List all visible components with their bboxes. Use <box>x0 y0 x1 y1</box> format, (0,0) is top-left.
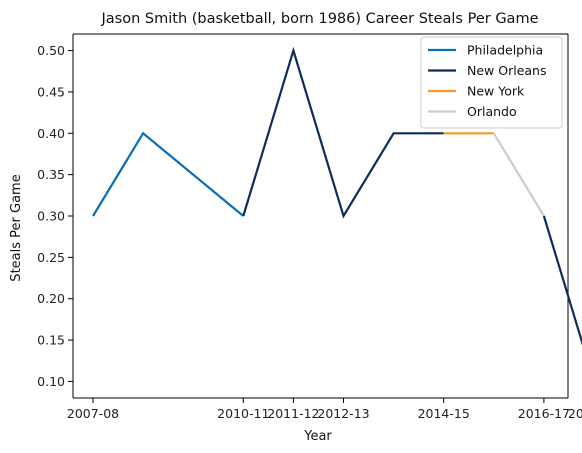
x-tick-label: 2017-18 <box>568 406 582 421</box>
y-tick-label: 0.20 <box>37 291 65 306</box>
legend: Philadelphia New Orleans New York Orlando <box>421 37 562 128</box>
y-tick-label: 0.45 <box>37 84 65 99</box>
chart-title: Jason Smith (basketball, born 1986) Care… <box>101 11 539 27</box>
x-tick-label: 2014-15 <box>418 406 470 421</box>
y-tick-label: 0.30 <box>37 209 65 224</box>
x-tick-label: 2016-17 <box>518 406 570 421</box>
x-tick-label: 2007-08 <box>67 406 119 421</box>
y-tick-label: 0.50 <box>37 43 65 58</box>
series-line <box>93 133 243 216</box>
y-tick-label: 0.35 <box>37 167 65 182</box>
series-line <box>544 216 582 382</box>
x-axis-label: Year <box>303 429 332 444</box>
y-tick-label: 0.15 <box>37 333 65 348</box>
x-tick-label: 2011-12 <box>267 406 319 421</box>
series-line <box>494 133 544 216</box>
y-tick-label: 0.10 <box>37 374 65 389</box>
legend-label: Philadelphia <box>467 43 543 58</box>
legend-label: Orlando <box>467 104 517 119</box>
x-tick-label: 2010-11 <box>217 406 269 421</box>
legend-label: New Orleans <box>467 63 546 78</box>
legend-label: New York <box>467 84 525 99</box>
y-axis-label: Steals Per Game <box>9 174 24 281</box>
y-tick-label: 0.25 <box>37 250 65 265</box>
y-tick-label: 0.40 <box>37 126 65 141</box>
series-line <box>243 51 443 217</box>
x-tick-label: 2012-13 <box>317 406 369 421</box>
